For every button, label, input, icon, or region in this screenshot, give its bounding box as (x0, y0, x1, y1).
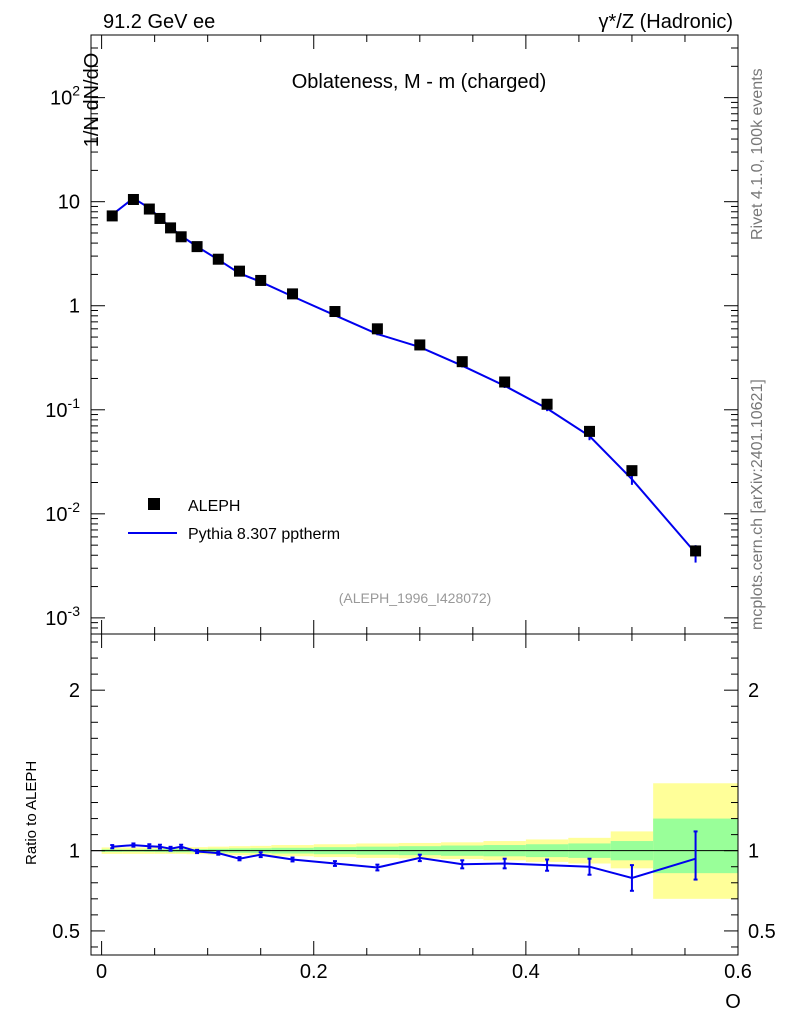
data-point (626, 465, 638, 477)
data-point (165, 222, 177, 234)
data-point (329, 306, 341, 318)
data-point (233, 265, 245, 277)
ratio-frame (90, 633, 739, 956)
main-panel: 10-3 10-2 10-1 1 10 102 Oblateness, M - m (ch… (45, 34, 739, 635)
data-point (541, 398, 553, 410)
chart-title: Oblateness, M - m (charged) (292, 71, 547, 93)
header-left: 91.2 GeV ee (103, 11, 215, 33)
data-point (456, 356, 468, 368)
ratio-series (110, 830, 698, 892)
ratio-panel: 0.5 0.5 1 1 2 2 0 0.2 0.4 0.6 Ratio to ALEPH O (23, 633, 776, 1013)
ratio-tick-label-right: 1 (748, 841, 759, 863)
header-right: γ*/Z (Hadronic) (599, 11, 733, 33)
data-point (255, 274, 267, 286)
x-tick-label: 0.6 (724, 961, 752, 983)
ratio-tick-label-left: 2 (69, 680, 80, 702)
legend: ALEPH Pythia 8.307 pptherm (128, 498, 340, 543)
ratio-x-ticks: 0 0.2 0.4 0.6 (96, 634, 752, 983)
data-point (127, 193, 139, 205)
y-tick-label: 10-3 (45, 603, 80, 630)
data-point (154, 212, 166, 224)
main-x-ticks (101, 35, 739, 634)
y-tick-label: 10-1 (45, 395, 80, 422)
data-point (175, 231, 187, 243)
x-tick-label: 0.4 (512, 961, 540, 983)
data-point (287, 288, 299, 300)
y-tick-label: 1 (69, 296, 80, 318)
data-series (106, 193, 702, 557)
ratio-y-ticks: 0.5 0.5 1 1 2 2 (52, 641, 776, 948)
data-point (191, 241, 203, 253)
y-tick-label: 10 (58, 192, 80, 214)
ratio-tick-label-left: 0.5 (52, 921, 80, 943)
data-point (212, 253, 224, 265)
data-point (414, 339, 426, 351)
x-tick-label: 0 (96, 961, 107, 983)
ratio-y-label: Ratio to ALEPH (23, 761, 40, 865)
data-point (143, 203, 155, 215)
data-point (499, 376, 511, 388)
ratio-tick-label-left: 1 (69, 841, 80, 863)
ratio-tick-label-right: 0.5 (748, 921, 776, 943)
main-y-label: 1/N dN/dO (81, 53, 103, 147)
y-tick-label: 102 (50, 83, 80, 110)
legend-label-pythia: Pythia 8.307 pptherm (188, 526, 340, 543)
x-axis-label: O (725, 991, 741, 1013)
data-point (106, 210, 118, 222)
ratio-uncertainty-bands (101, 783, 738, 899)
ratio-tick-label-right: 2 (748, 680, 759, 702)
rivet-label: Rivet 4.1.0, 100k events (749, 68, 766, 240)
legend-label-aleph: ALEPH (188, 498, 240, 515)
main-y-ticks: 10-3 10-2 10-1 1 10 102 (45, 34, 738, 635)
y-tick-label: 10-2 (45, 499, 80, 526)
ratio-curve (112, 844, 696, 880)
data-point (371, 323, 383, 335)
data-point (584, 425, 596, 437)
x-tick-label: 0.2 (300, 961, 328, 983)
analysis-id: (ALEPH_1996_I428072) (339, 590, 492, 606)
legend-marker-aleph (148, 498, 160, 510)
data-point (690, 545, 702, 557)
mcplots-label: mcplots.cern.ch [arXiv:2401.10621] (749, 379, 766, 630)
main-frame (90, 34, 739, 635)
